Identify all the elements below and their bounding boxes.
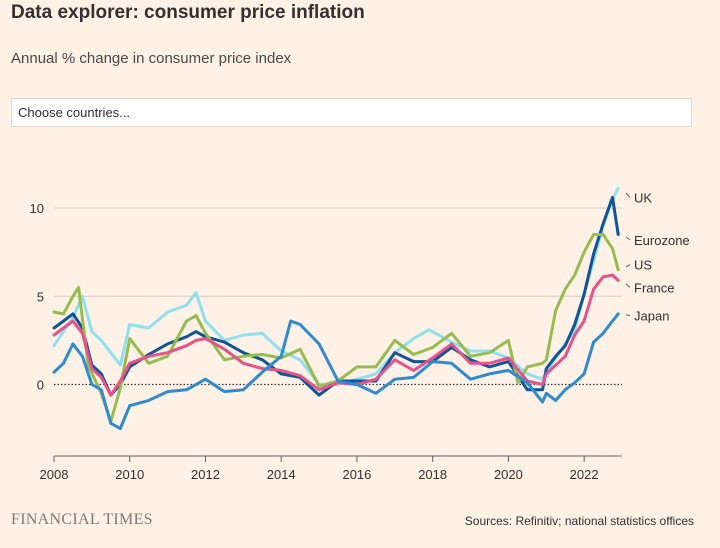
x-tick-label: 2012 xyxy=(191,467,220,482)
x-tick-label: 2014 xyxy=(267,467,296,482)
series-line-uk xyxy=(52,187,620,386)
label-leader-japan xyxy=(625,314,631,317)
series-label-uk: UK xyxy=(634,190,652,205)
series-line-france xyxy=(52,273,620,397)
ft-logo: FINANCIAL TIMES xyxy=(11,511,153,528)
x-tick-label: 2018 xyxy=(418,467,447,482)
x-tick-label: 2010 xyxy=(115,467,144,482)
page-title: Data explorer: consumer price inflation xyxy=(11,2,365,24)
x-tick-label: 2016 xyxy=(342,467,371,482)
y-tick-label: 0 xyxy=(37,378,44,393)
series-line-japan xyxy=(52,312,620,431)
label-leader-france xyxy=(625,283,631,288)
series-label-france: France xyxy=(634,280,674,295)
title-bold: Data explorer: xyxy=(11,2,139,23)
page-subtitle: Annual % change in consumer price index xyxy=(11,50,292,67)
x-tick-label: 2020 xyxy=(494,467,523,482)
y-tick-label: 10 xyxy=(30,201,44,216)
country-chooser-input[interactable] xyxy=(11,98,692,127)
label-leader-eurozone xyxy=(625,236,631,241)
x-tick-label: 2008 xyxy=(40,467,69,482)
y-tick-label: 5 xyxy=(37,289,44,304)
title-rest: consumer price inflation xyxy=(138,2,365,23)
label-leader-uk xyxy=(625,192,631,198)
source-note: Sources: Refinitiv; national statistics … xyxy=(464,514,694,528)
x-tick-label: 2022 xyxy=(570,467,599,482)
series-label-us: US xyxy=(634,257,652,272)
label-leader-us xyxy=(625,264,631,268)
series-label-japan: Japan xyxy=(634,309,669,324)
series-label-eurozone: Eurozone xyxy=(634,233,690,248)
series-line-us xyxy=(52,233,620,424)
